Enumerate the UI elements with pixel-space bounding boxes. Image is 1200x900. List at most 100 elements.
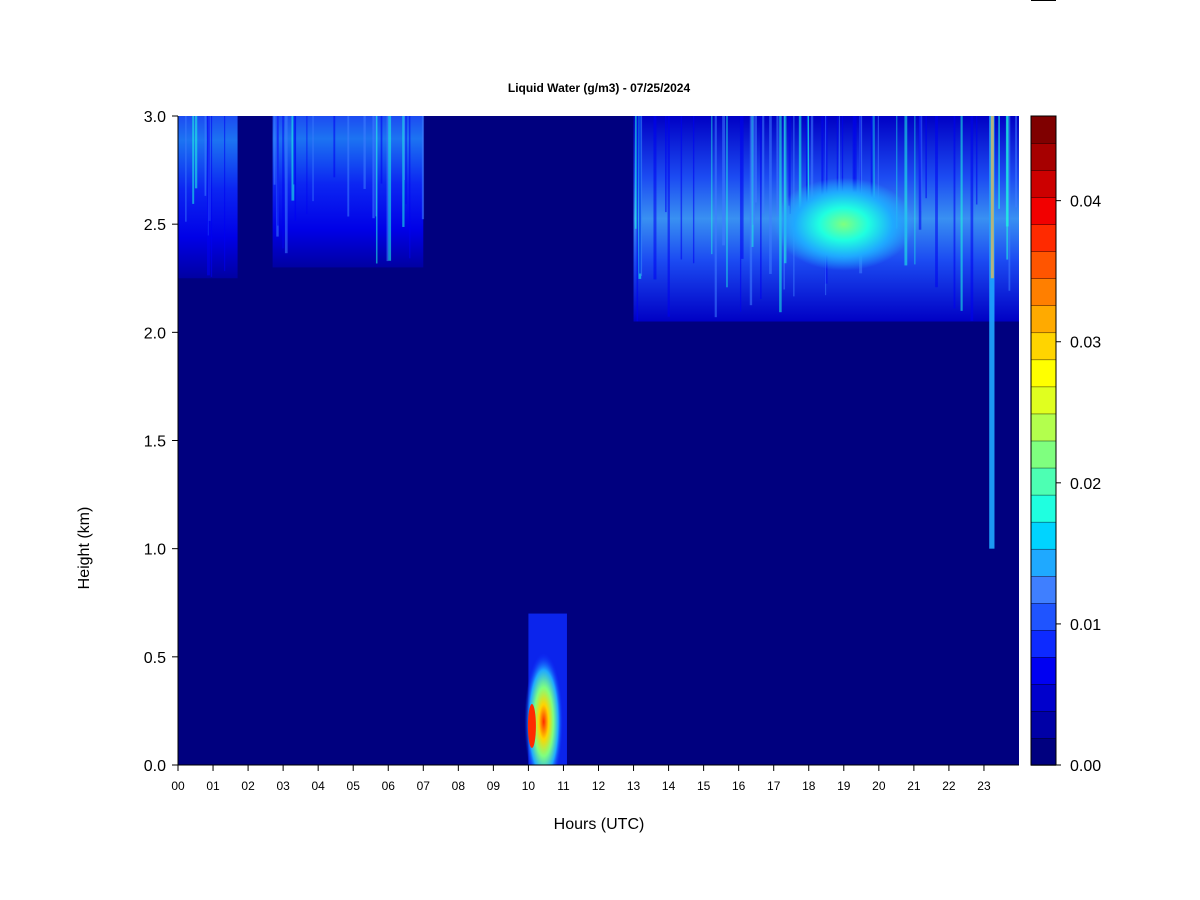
heatmap-cell [692,116,695,264]
x-tick-label: 04 [311,779,325,793]
heatmap-cell [998,116,1001,209]
heatmap-cell [975,116,978,205]
heatmap-cell [639,116,642,274]
colorbar-swatch [1030,413,1057,442]
x-tick-label: 16 [732,779,746,793]
colorbar-swatch [1030,656,1057,685]
heatmap-cell [527,704,536,749]
colorbar-swatch [1030,223,1057,252]
heatmap-cell [749,116,753,306]
x-tick-label: 07 [417,779,431,793]
colorbar-swatch [1030,737,1057,766]
heatmap-cell [925,116,927,199]
heatmap-cell [854,116,857,210]
heatmap-cell [810,116,814,243]
heatmap-cell [667,116,670,317]
heatmap-cell [277,116,279,226]
heatmap-cell [333,116,336,178]
y-tick-label: 1.5 [144,434,166,451]
colorbar-frame [1030,115,1057,766]
heatmap-cell [640,116,643,276]
heatmap-cell [363,116,366,189]
heatmap-feature [524,613,567,765]
heatmap-cell [914,116,916,265]
heatmap-cell [403,116,405,180]
heatmap-feature [272,116,425,268]
heatmap-cell [224,116,226,272]
colorbar-tick-label: 0.02 [1070,476,1101,493]
heatmap-cell [762,116,765,214]
x-tick-label: 19 [837,779,851,793]
heatmap-cell [918,116,922,230]
y-axis-label: Height (km) [76,507,93,590]
heatmap-cell [653,116,657,280]
heatmap-cell [872,116,875,233]
heatmap-cell [798,116,802,209]
heatmap-cell [185,116,187,222]
x-tick-label: 20 [872,779,886,793]
heatmap-cell [312,116,314,202]
heatmap-cell [665,116,667,213]
colorbar-tick-label: 0.03 [1070,335,1101,352]
heatmap-cell [836,116,838,216]
heatmap-cell [680,116,683,260]
colorbar-swatch [1030,629,1057,658]
heatmap-cell [207,116,210,276]
heatmap-cell [821,116,824,211]
heatmap-cell [722,116,726,246]
x-tick-label: 09 [487,779,501,793]
heatmap-cell [634,116,638,229]
x-tick-label: 01 [206,779,220,793]
heatmap-cell [805,116,809,228]
heatmap-cell [421,116,425,220]
x-tick-label: 11 [557,779,570,793]
heatmap-cell [752,116,755,225]
heatmap-cell [293,116,296,185]
heatmap-cell [386,116,389,262]
heatmap-cell [870,116,874,212]
y-tick-label: 1.0 [144,542,166,559]
x-tick-label: 15 [697,779,711,793]
heatmap-cell [402,116,405,227]
heatmap-cell [380,116,383,184]
colorbar-swatch [1030,548,1057,577]
y-tick-label: 0.5 [144,650,166,667]
heatmap-cell [739,116,742,312]
heatmap-feature [773,177,914,271]
y-tick-label: 0.0 [144,758,166,775]
colorbar-swatch [1030,142,1057,171]
heatmap-cell [960,116,963,311]
colorbar: 0.00 0.01 0.02 0.03 0.04 [1030,115,1101,775]
heatmap-cell [714,116,717,318]
x-tick-label: 05 [347,779,361,793]
heatmap-cell [375,116,378,264]
heatmap-cell [372,116,375,219]
heatmap-cell [194,116,198,189]
x-tick-label: 08 [452,779,466,793]
colorbar-swatch [1030,332,1057,361]
x-tick-label: 13 [627,779,641,793]
heatmap-cell [192,116,195,204]
x-tick-label: 10 [522,779,536,793]
colorbar-swatch [1030,386,1057,415]
heatmap-cell [726,116,728,288]
colorbar-swatch [1030,440,1057,469]
x-tick-label: 03 [276,779,290,793]
heatmap-cell [1015,116,1018,208]
heatmap-cell [773,177,914,271]
heatmap-cell [306,116,308,215]
y-tick-label: 2.0 [144,325,166,342]
heatmap-cell [990,116,994,279]
heatmap-area [178,116,1019,765]
colorbar-swatch [1030,710,1057,739]
x-tick-label: 12 [592,779,606,793]
heatmap-cell [789,116,791,214]
heatmap-cell [754,116,757,203]
x-tick-label: 22 [942,779,956,793]
x-tick-label: 23 [977,779,991,793]
heatmap-cell [769,116,772,274]
heatmap-cell [935,116,938,288]
heatmap-cell [636,116,639,322]
colorbar-tick-label: 0.01 [1070,617,1101,634]
